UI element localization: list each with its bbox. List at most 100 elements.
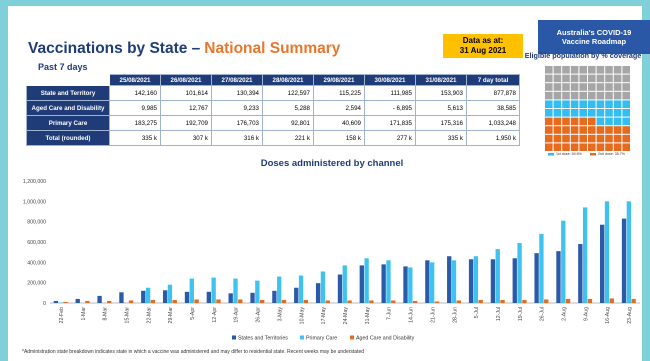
waffle-cell — [613, 100, 622, 108]
bar — [347, 300, 352, 303]
bar — [468, 259, 474, 303]
bar — [128, 300, 134, 303]
x-tick-label: 28-Jun — [452, 307, 458, 323]
waffle-cell — [613, 117, 622, 126]
waffle-cell — [596, 100, 605, 108]
waffle-empty — [579, 83, 587, 91]
bar — [85, 300, 90, 303]
bar — [522, 299, 527, 303]
bar — [391, 300, 396, 303]
y-tick-label: 1,000,000 — [23, 199, 46, 205]
waffle-empty — [613, 83, 622, 91]
waffle-empty — [570, 74, 579, 83]
bar — [517, 243, 522, 303]
bar — [631, 298, 636, 303]
cell: 221 k — [262, 130, 314, 146]
waffle-cell — [622, 100, 630, 108]
bar — [194, 299, 199, 303]
sheet: Vaccinations by State – National Summary … — [8, 6, 650, 361]
bar — [412, 300, 418, 303]
bar — [425, 260, 430, 303]
x-tick-label: 9-Aug — [583, 307, 589, 321]
waffle-cell — [562, 143, 570, 151]
waffle-cell — [579, 117, 587, 126]
waffle-cell — [553, 134, 562, 143]
cell: 335 k — [415, 130, 467, 146]
legend-label: 1st dose: 59.6% — [556, 152, 583, 156]
waffle-empty — [553, 74, 562, 83]
bar — [337, 274, 343, 303]
waffle-cell — [588, 143, 596, 151]
bar — [456, 300, 461, 303]
waffle-empty — [545, 91, 553, 100]
x-tick-label: 5-Apr — [190, 307, 196, 320]
bar — [434, 301, 440, 303]
waffle-empty — [605, 74, 613, 83]
bar — [150, 299, 156, 303]
waffle-empty — [553, 91, 562, 100]
bar — [478, 299, 483, 303]
bar — [359, 265, 364, 303]
waffle-cell — [588, 109, 596, 117]
y-tick-label: 400,000 — [27, 260, 46, 266]
waffle-cell — [613, 126, 622, 134]
waffle-cell — [596, 134, 605, 143]
x-tick-label: 19-Jul — [518, 307, 524, 321]
waffle-empty — [596, 66, 605, 74]
bar — [556, 251, 561, 303]
bar — [473, 256, 479, 303]
waffle-cell — [605, 100, 613, 108]
bar — [342, 265, 347, 303]
waffle-cell — [570, 117, 579, 126]
bar — [53, 300, 59, 303]
legend-swatch — [300, 335, 304, 340]
waffle-cell — [613, 143, 622, 151]
x-tick-label: 24-May — [343, 307, 349, 325]
bar — [107, 300, 112, 303]
bar — [211, 277, 216, 303]
bar — [233, 278, 238, 303]
table-row: State and Territory 142,160 101,614 130,394… — [26, 85, 520, 101]
waffle-empty — [579, 91, 587, 100]
waffle-empty — [596, 83, 605, 91]
bar — [544, 299, 549, 303]
waffle-cell — [553, 100, 562, 108]
bar — [621, 218, 627, 303]
legend-label: 2nd dose: 35.7% — [598, 152, 626, 156]
waffle-empty — [562, 83, 570, 91]
waffle-empty — [596, 91, 605, 100]
table-title: Past 7 days — [38, 62, 88, 72]
x-tick-label: 22-Feb — [59, 307, 65, 324]
x-tick-label: 21-Jun — [430, 307, 436, 323]
bar — [587, 298, 593, 303]
waffle-cell — [562, 117, 570, 126]
bar — [320, 271, 326, 303]
date-label: Data as at: — [462, 36, 504, 45]
waffle-cell — [562, 134, 570, 143]
waffle-cell — [588, 100, 596, 108]
bar — [609, 298, 614, 303]
bar — [600, 224, 605, 303]
roadmap-link[interactable]: Australia's COVID-19 Vaccine Roadmap — [538, 20, 650, 54]
date-value: 31 Aug 2021 — [459, 46, 507, 55]
table-row: Aged Care and Disability 9,985 12,767 9,233… — [26, 100, 520, 116]
bar — [604, 201, 610, 303]
bar — [451, 260, 457, 303]
bar — [408, 267, 413, 303]
bar — [119, 292, 124, 303]
waffle-cell — [579, 100, 587, 108]
waffle-empty — [622, 66, 630, 74]
bar — [315, 283, 321, 303]
waffle-empty — [562, 74, 570, 83]
waffle-cell — [562, 126, 570, 134]
waffle-empty — [545, 83, 553, 91]
bar — [578, 244, 583, 303]
x-tick-label: 12-Jul — [496, 307, 502, 321]
bar — [447, 256, 452, 303]
bar — [216, 299, 221, 303]
x-tick-label: 8-Mar — [103, 307, 109, 321]
summary-table: 25/08/2021 26/08/2021 27/08/2021 28/08/2021… — [26, 74, 520, 146]
waffle-cell — [553, 126, 562, 134]
waffle-empty — [545, 66, 553, 74]
